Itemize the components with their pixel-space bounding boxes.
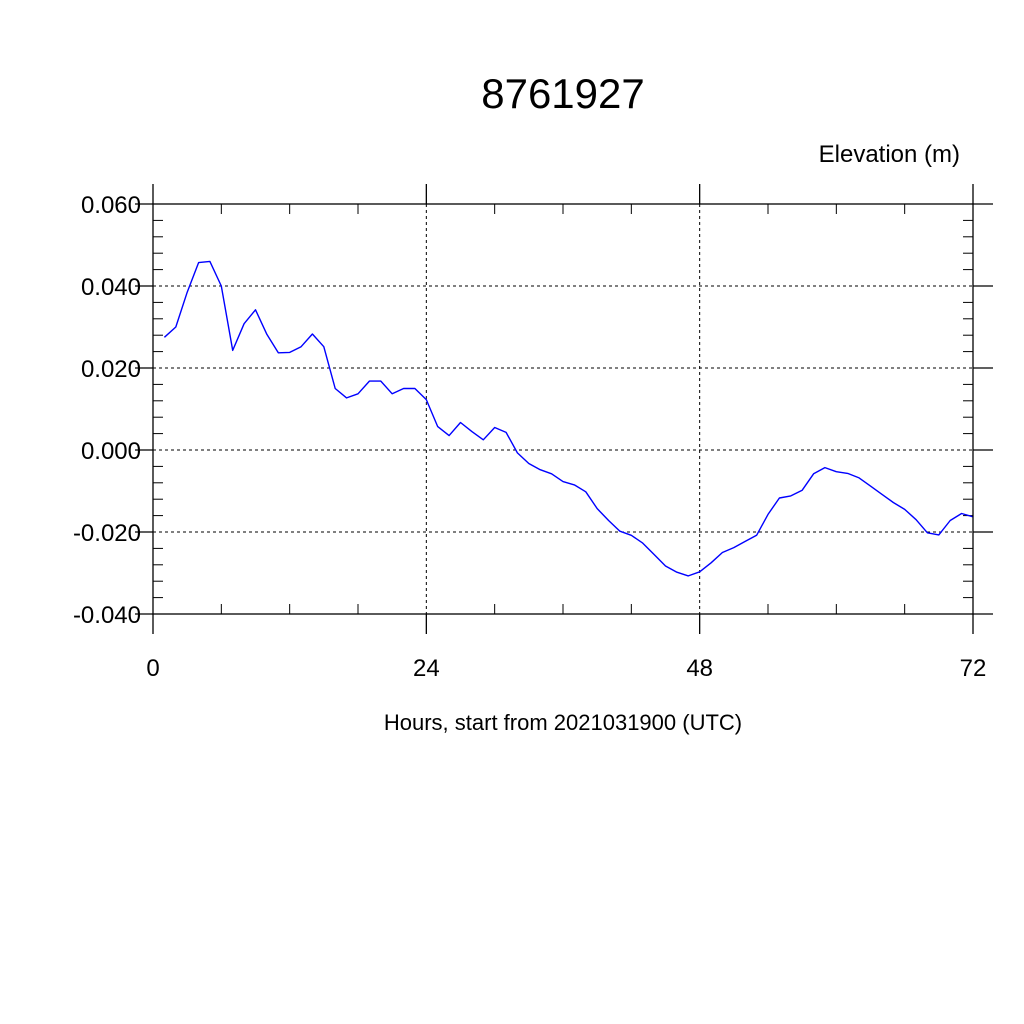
x-tick-label: 48 bbox=[686, 655, 713, 682]
x-tick-label: 24 bbox=[413, 655, 440, 682]
x-tick-label: 0 bbox=[146, 655, 159, 682]
chart-title: 8761927 bbox=[481, 70, 645, 117]
y-axis-label: Elevation (m) bbox=[819, 141, 960, 168]
elevation-series-line bbox=[163, 260, 974, 577]
y-tick-label: -0.020 bbox=[73, 520, 141, 547]
y-tick-label: 0.020 bbox=[81, 356, 141, 383]
x-axis-label: Hours, start from 2021031900 (UTC) bbox=[384, 710, 742, 735]
series-layer bbox=[163, 260, 974, 577]
plot-frame bbox=[152, 203, 974, 615]
y-tick-label: -0.040 bbox=[73, 602, 141, 629]
tick-labels: -0.040 -0.020 0.000 0.020 0.040 0.060 0 24 48 72 bbox=[73, 192, 986, 682]
x-tick-label: 72 bbox=[960, 655, 987, 682]
axis-ticks bbox=[135, 184, 993, 634]
y-tick-label: 0.040 bbox=[81, 274, 141, 301]
grid bbox=[152, 203, 974, 615]
y-tick-label: 0.060 bbox=[81, 192, 141, 219]
y-tick-label: 0.000 bbox=[81, 438, 141, 465]
